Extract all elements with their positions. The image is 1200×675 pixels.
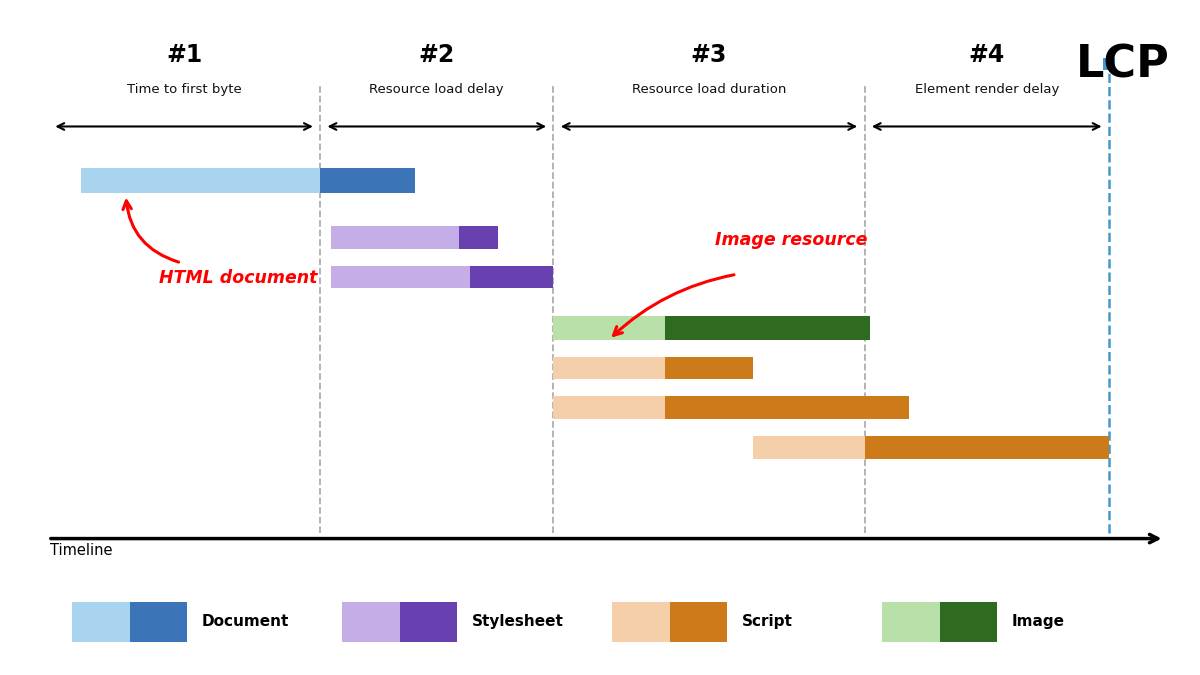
Text: Stylesheet: Stylesheet xyxy=(472,614,564,629)
Bar xyxy=(882,602,940,641)
Bar xyxy=(665,317,870,340)
Text: Image: Image xyxy=(1012,614,1064,629)
Text: #4: #4 xyxy=(968,43,1004,68)
Text: #1: #1 xyxy=(166,43,203,68)
Text: #2: #2 xyxy=(419,43,455,68)
Bar xyxy=(320,167,414,193)
Bar xyxy=(342,602,400,641)
Bar xyxy=(82,167,320,193)
Text: Timeline: Timeline xyxy=(50,543,113,558)
Bar xyxy=(612,602,670,641)
Bar xyxy=(130,602,187,641)
Text: Resource load delay: Resource load delay xyxy=(370,83,504,96)
Bar xyxy=(400,602,457,641)
Text: Document: Document xyxy=(202,614,289,629)
Text: Element render delay: Element render delay xyxy=(914,83,1058,96)
Bar xyxy=(553,396,665,419)
Text: LCP: LCP xyxy=(1076,44,1170,87)
Bar xyxy=(665,396,908,419)
Bar xyxy=(670,602,727,641)
Text: Resource load duration: Resource load duration xyxy=(631,83,786,96)
Bar xyxy=(553,317,665,340)
Text: Script: Script xyxy=(742,614,792,629)
Bar xyxy=(470,266,553,288)
Bar xyxy=(331,226,460,248)
Bar xyxy=(864,436,1109,459)
Text: Time to first byte: Time to first byte xyxy=(127,83,241,96)
Bar xyxy=(553,356,665,379)
Text: #3: #3 xyxy=(691,43,727,68)
Bar xyxy=(72,602,130,641)
Bar xyxy=(940,602,997,641)
Bar xyxy=(665,356,754,379)
Bar xyxy=(754,436,864,459)
Bar xyxy=(460,226,498,248)
Bar xyxy=(331,266,470,288)
Text: Image resource: Image resource xyxy=(714,231,866,248)
Text: HTML document: HTML document xyxy=(160,269,318,287)
